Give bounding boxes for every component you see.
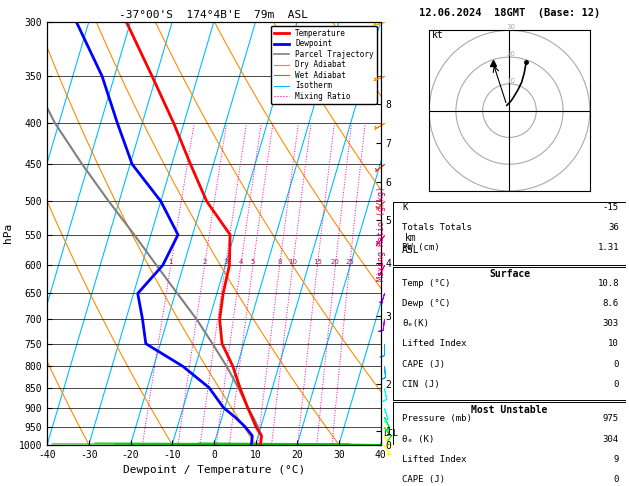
Text: CAPE (J): CAPE (J)	[403, 475, 445, 484]
Text: CIN (J): CIN (J)	[403, 380, 440, 389]
Text: 10: 10	[608, 339, 619, 348]
Text: 0: 0	[613, 380, 619, 389]
Text: 8.6: 8.6	[603, 299, 619, 308]
Text: CAPE (J): CAPE (J)	[403, 360, 445, 369]
Text: 15: 15	[313, 260, 322, 265]
Text: 0: 0	[613, 475, 619, 484]
Text: Temp (°C): Temp (°C)	[403, 278, 451, 288]
Text: Pressure (mb): Pressure (mb)	[403, 414, 472, 423]
X-axis label: Dewpoint / Temperature (°C): Dewpoint / Temperature (°C)	[123, 465, 305, 475]
Text: Totals Totals: Totals Totals	[403, 223, 472, 232]
Text: LCL: LCL	[382, 430, 398, 438]
Text: 25: 25	[345, 260, 354, 265]
Text: 12.06.2024  18GMT  (Base: 12): 12.06.2024 18GMT (Base: 12)	[419, 8, 600, 17]
Text: 5: 5	[251, 260, 255, 265]
Text: 0: 0	[613, 360, 619, 369]
Text: Dewp (°C): Dewp (°C)	[403, 299, 451, 308]
Text: θₑ(K): θₑ(K)	[403, 319, 430, 328]
Text: Mixing Ratio (g/kg): Mixing Ratio (g/kg)	[377, 186, 386, 281]
Text: kt: kt	[432, 30, 443, 40]
Text: 36: 36	[608, 223, 619, 232]
Text: 10: 10	[288, 260, 298, 265]
Text: 20: 20	[506, 51, 515, 57]
Legend: Temperature, Dewpoint, Parcel Trajectory, Dry Adiabat, Wet Adiabat, Isotherm, Mi: Temperature, Dewpoint, Parcel Trajectory…	[270, 26, 377, 104]
Text: θₑ (K): θₑ (K)	[403, 434, 435, 444]
Text: 10.8: 10.8	[598, 278, 619, 288]
Text: 2: 2	[203, 260, 207, 265]
Y-axis label: km
ASL: km ASL	[402, 233, 420, 255]
Text: 30: 30	[506, 24, 515, 30]
Y-axis label: hPa: hPa	[3, 223, 13, 243]
Text: Lifted Index: Lifted Index	[403, 455, 467, 464]
Text: 10: 10	[506, 78, 515, 84]
Title: -37°00'S  174°4B'E  79m  ASL: -37°00'S 174°4B'E 79m ASL	[120, 10, 308, 20]
Text: 8: 8	[277, 260, 282, 265]
Text: 1: 1	[169, 260, 173, 265]
Text: PW (cm): PW (cm)	[403, 243, 440, 252]
Text: 304: 304	[603, 434, 619, 444]
Text: Lifted Index: Lifted Index	[403, 339, 467, 348]
Text: 3: 3	[223, 260, 228, 265]
Text: 20: 20	[331, 260, 340, 265]
Text: -15: -15	[603, 203, 619, 211]
Text: 4: 4	[238, 260, 243, 265]
Text: 9: 9	[613, 455, 619, 464]
Text: 303: 303	[603, 319, 619, 328]
Text: 975: 975	[603, 414, 619, 423]
Text: 1.31: 1.31	[598, 243, 619, 252]
Text: K: K	[403, 203, 408, 211]
Text: Surface: Surface	[489, 269, 530, 279]
Text: Most Unstable: Most Unstable	[471, 404, 548, 415]
